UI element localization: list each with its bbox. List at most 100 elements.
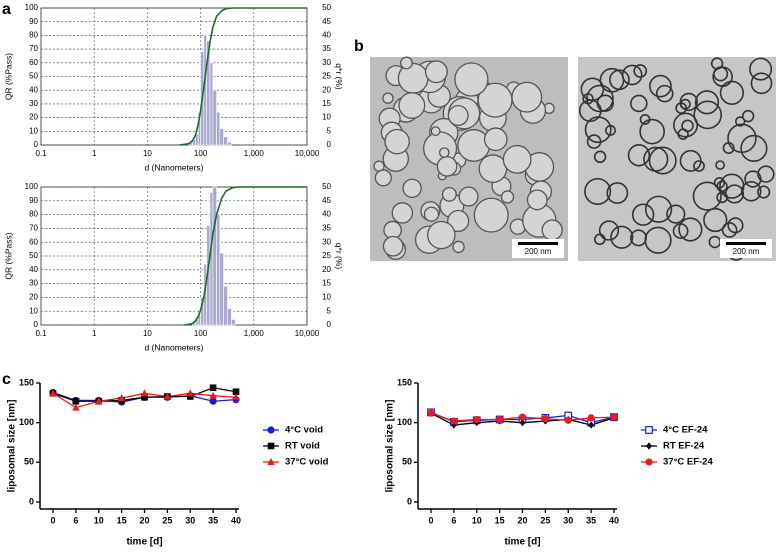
- vesicle: [719, 80, 745, 105]
- vesicle: [477, 82, 513, 118]
- x-tick-label: 25: [162, 515, 172, 525]
- x-tick-label: 10,000: [295, 149, 320, 158]
- vesicle: [447, 209, 470, 233]
- legend-label: 37°C void: [285, 457, 329, 468]
- vesicle: [621, 64, 643, 86]
- x-tick-label: 100: [194, 149, 208, 158]
- scale-bar: [726, 242, 766, 245]
- x-tick-label: 6: [73, 515, 78, 525]
- vesicle: [631, 203, 655, 226]
- histogram-bar: [219, 252, 224, 326]
- y2-tick-label: 45: [322, 17, 331, 26]
- x-axis-label: time [d]: [126, 537, 162, 548]
- y2-tick-label: 30: [322, 237, 331, 246]
- marker: [141, 393, 148, 401]
- y-tick-label: 40: [29, 85, 38, 94]
- vesicle: [673, 112, 699, 138]
- marker: [427, 409, 435, 417]
- vesicle: [580, 77, 605, 102]
- y-tick-label: 0: [407, 496, 412, 506]
- x-tick-label: 20: [139, 515, 149, 525]
- y2-tick-label: 25: [322, 72, 331, 81]
- marker: [209, 391, 217, 399]
- y-axis-label: liposomal size [nm]: [7, 400, 18, 493]
- x-tick-label: 40: [231, 515, 241, 525]
- y2-tick-label: 5: [327, 126, 332, 135]
- y2-tick-label: 25: [322, 251, 331, 260]
- y2-tick-label: 0: [327, 140, 332, 149]
- vesicle: [644, 195, 673, 223]
- vesicle: [430, 126, 441, 137]
- x-tick-label: 15: [117, 515, 127, 525]
- marker: [564, 416, 572, 424]
- panel-label: b: [354, 38, 364, 55]
- histogram-bar: [212, 186, 217, 326]
- x-tick-label: 10: [143, 149, 152, 158]
- vesicle: [447, 105, 469, 127]
- vesicle: [473, 197, 509, 233]
- vesicle: [750, 72, 773, 95]
- marker: [645, 426, 653, 434]
- marker: [72, 397, 80, 405]
- vesicle: [483, 127, 508, 152]
- vesicle: [606, 182, 629, 204]
- vesicle: [598, 220, 620, 241]
- cumulative-curve: [179, 7, 307, 146]
- x-axis-label: d (Nanometers): [144, 162, 203, 172]
- y-tick-label: 30: [29, 99, 38, 108]
- marker: [267, 426, 275, 434]
- marker: [450, 417, 458, 425]
- vesicle: [541, 219, 563, 241]
- y-axis-label: liposomal size [nm]: [385, 400, 396, 493]
- x-axis-label: d (Nanometers): [144, 342, 203, 352]
- vesicle: [382, 235, 404, 257]
- y-tick-label: 150: [19, 377, 34, 387]
- y2-tick-label: 10: [322, 113, 331, 122]
- marker: [72, 403, 80, 411]
- y-tick-label: 70: [29, 44, 38, 53]
- vesicle: [478, 154, 508, 183]
- x-tick-label: 0: [428, 515, 433, 525]
- y2-tick-label: 40: [322, 210, 331, 219]
- histogram-bar: [212, 89, 217, 146]
- marker: [496, 415, 504, 424]
- x-tick-label: 1,000: [244, 149, 265, 158]
- y2-tick-label: 20: [322, 85, 331, 94]
- legend-label: 4°C EF-24: [663, 425, 708, 436]
- marker: [610, 413, 618, 421]
- vesicle: [666, 204, 686, 224]
- vesicle: [400, 56, 413, 70]
- x-tick-label: 10: [143, 329, 152, 338]
- y2-tick-label: 0: [327, 320, 332, 329]
- panel-label: a: [2, 1, 11, 18]
- legend-label: RT void: [285, 441, 320, 452]
- micrograph: 200 nm: [578, 57, 776, 261]
- y2-tick-label: 10: [322, 293, 331, 302]
- vesicle: [721, 222, 738, 238]
- vesicle: [454, 62, 489, 97]
- vesicle: [724, 184, 745, 204]
- marker: [232, 393, 240, 401]
- vesicle: [677, 128, 689, 140]
- y-tick-label: 10: [29, 306, 38, 315]
- x-tick-label: 35: [208, 515, 218, 525]
- scale-bar: [518, 242, 558, 245]
- vesicle: [741, 109, 755, 123]
- marker: [49, 389, 57, 397]
- y-tick-label: 90: [29, 17, 38, 26]
- marker: [117, 394, 126, 402]
- vesicle: [719, 173, 745, 199]
- y-tick-label: 10: [29, 126, 38, 135]
- x-tick-label: 6: [451, 515, 456, 525]
- vesicle: [703, 207, 728, 233]
- vesicle: [374, 169, 392, 187]
- y-tick-label: 30: [29, 279, 38, 288]
- vesicle: [727, 217, 744, 234]
- vesicle: [734, 116, 746, 127]
- x-tick-label: 0.1: [35, 329, 47, 338]
- vesicle: [402, 178, 422, 198]
- histogram-bar: [216, 214, 221, 326]
- histogram-bar: [231, 319, 236, 326]
